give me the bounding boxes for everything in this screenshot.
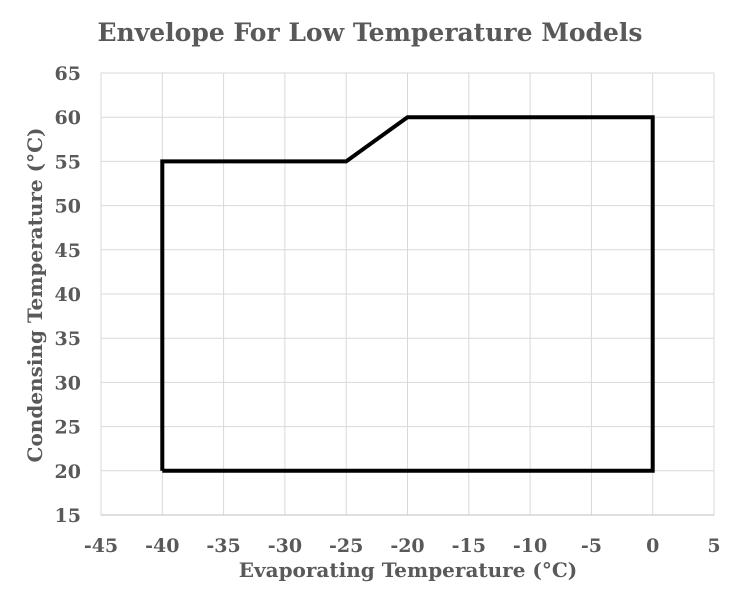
x-tick-label: 5 — [707, 535, 720, 557]
y-tick-label: 65 — [55, 63, 81, 85]
gridlines — [100, 72, 715, 516]
x-tick-label: -5 — [581, 535, 602, 557]
x-tick-label: 0 — [646, 535, 659, 557]
x-tick-label: -35 — [206, 535, 240, 557]
chart-title: Envelope For Low Temperature Models — [98, 18, 643, 47]
y-tick-label: 40 — [55, 284, 81, 306]
y-tick-label: 15 — [55, 505, 81, 527]
y-tick-label: 60 — [55, 107, 81, 129]
x-tick-label: -25 — [329, 535, 363, 557]
x-tick-label: -15 — [452, 535, 486, 557]
y-tick-label: 45 — [55, 240, 81, 262]
x-tick-label: -10 — [513, 535, 547, 557]
envelope-line — [160, 115, 655, 473]
series-layer — [160, 115, 655, 473]
x-tick-label: -40 — [145, 535, 179, 557]
x-tick-label: -20 — [390, 535, 424, 557]
x-tick-label: -30 — [268, 535, 302, 557]
y-tick-label: 20 — [55, 461, 81, 483]
y-tick-label: 30 — [55, 372, 81, 394]
x-tick-label: -45 — [84, 535, 118, 557]
y-axis-label: Condensing Temperature (°C) — [23, 128, 47, 463]
y-tick-label: 25 — [55, 417, 81, 439]
y-tick-label: 55 — [55, 151, 81, 173]
y-tick-label: 50 — [55, 196, 81, 218]
x-axis-label: Evaporating Temperature (°C) — [239, 558, 578, 582]
y-tick-label: 35 — [55, 328, 81, 350]
